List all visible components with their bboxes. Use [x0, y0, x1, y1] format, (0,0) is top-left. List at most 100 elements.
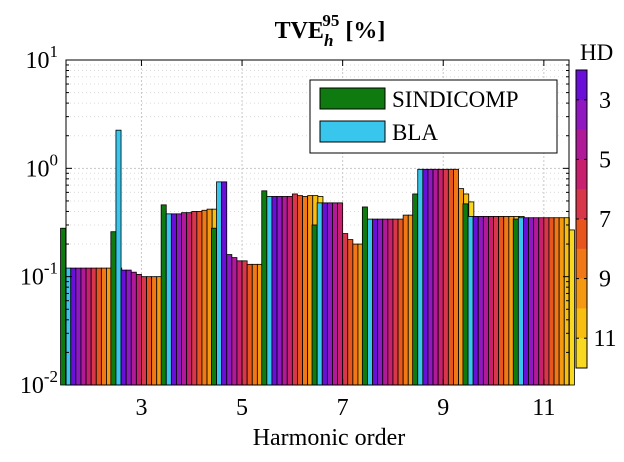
- bar-sindicomp: [462, 203, 469, 386]
- bar-hd: [281, 196, 288, 386]
- bar-bla: [316, 202, 323, 386]
- x-tick-label: 9: [437, 395, 449, 421]
- bar-hd: [297, 195, 303, 386]
- colorbar-segment: [576, 338, 587, 369]
- bar-hd: [231, 257, 238, 386]
- y-tick-label: 101: [26, 42, 59, 74]
- bar-hd: [226, 254, 233, 386]
- bar-hd: [80, 267, 87, 386]
- bar-hd: [95, 267, 102, 386]
- colorbar-segment: [576, 99, 587, 131]
- bar-hd: [352, 243, 359, 386]
- colorbar-tick-label: 5: [599, 147, 611, 173]
- bar-hd: [453, 168, 459, 386]
- hd-colorbar: 3 5 7 9 11: [575, 69, 617, 369]
- colorbar-segment: [576, 278, 587, 309]
- bar-hd: [326, 202, 333, 386]
- bar-hd: [241, 260, 248, 386]
- y-tick-label: 10-2: [20, 367, 58, 399]
- colorbar-segment: [576, 159, 587, 190]
- bar-hd: [533, 217, 540, 386]
- bar-hd: [377, 218, 384, 386]
- bar-hd: [402, 214, 409, 386]
- colorbar-tick-label: 7: [599, 207, 611, 233]
- bar-hd: [191, 211, 198, 386]
- bar-bla: [266, 196, 273, 386]
- bar-hd: [392, 218, 399, 386]
- chart-title-sup: 95: [322, 11, 339, 30]
- bar-sindicomp: [160, 204, 167, 386]
- x-axis-label: Harmonic order: [253, 425, 406, 451]
- legend-label-bla: BLA: [392, 120, 438, 145]
- bar-bla: [115, 129, 122, 386]
- bar-hd: [236, 260, 243, 386]
- bar-hd: [286, 196, 293, 386]
- bar-bla: [216, 181, 223, 386]
- bar-hd: [201, 209, 208, 386]
- bar-hd: [548, 217, 555, 386]
- bar-hd: [397, 218, 404, 386]
- bar-hd: [70, 267, 77, 386]
- bar-hd: [337, 202, 344, 386]
- bar-hd: [332, 202, 338, 386]
- bar-hd: [276, 196, 283, 386]
- bar-hd: [488, 216, 494, 386]
- colorbar-segment: [576, 308, 587, 339]
- bar-hd: [135, 273, 142, 386]
- legend-label-sindicomp: SINDICOMP: [392, 87, 519, 112]
- bar-hd: [251, 263, 258, 386]
- bar-hd: [181, 212, 188, 386]
- bar-hd: [120, 269, 127, 386]
- colorbar-segment: [576, 248, 587, 280]
- bar-hd: [437, 168, 444, 386]
- bar-sindicomp: [211, 227, 217, 386]
- colorbar-segment: [576, 129, 587, 160]
- bar-hd: [372, 218, 379, 386]
- bar-sindicomp: [110, 231, 117, 386]
- bar-hd: [75, 267, 82, 386]
- bar-sindicomp: [60, 227, 67, 386]
- bar-hd: [246, 263, 253, 386]
- bar-hd: [90, 267, 97, 386]
- bar-hd: [347, 239, 354, 386]
- legend: SINDICOMP BLA: [309, 79, 558, 154]
- bar-hd: [442, 168, 449, 386]
- colorbar-segment: [576, 70, 587, 101]
- bar-bla: [517, 217, 524, 386]
- y-tick-label: 10-1: [20, 259, 58, 291]
- bar-hd: [432, 168, 439, 386]
- bar-hd: [553, 217, 560, 386]
- bar-hd: [221, 181, 228, 386]
- legend-swatch-sindicomp: [319, 87, 386, 110]
- bar-hd: [422, 168, 429, 386]
- bar-hd: [85, 267, 92, 386]
- bar-bla: [467, 216, 474, 386]
- bar-hd: [523, 217, 529, 386]
- bar-bla: [367, 218, 373, 386]
- y-tick-label: 100: [26, 150, 59, 182]
- bar-hd: [130, 271, 137, 386]
- bar-hd: [141, 276, 147, 386]
- bar-hd: [528, 217, 535, 386]
- bar-sindicomp: [261, 190, 268, 386]
- colorbar-segment: [576, 219, 587, 250]
- bar-sindicomp: [361, 206, 368, 386]
- legend-swatch-bla: [319, 120, 386, 143]
- colorbar-tick-label: 9: [599, 267, 611, 293]
- bar-hd: [176, 213, 182, 386]
- bar-hd: [151, 276, 158, 386]
- bar-sindicomp: [512, 218, 519, 386]
- bar-hd: [447, 168, 454, 386]
- bar-hd: [342, 233, 349, 386]
- bar-hd: [100, 267, 107, 386]
- colorbar-tick-label: 11: [593, 326, 616, 352]
- bar-hd: [196, 211, 203, 386]
- axes: 10-2 10-1 100 101 3 5 7 9 11: [20, 42, 570, 421]
- chart-title: TVEh95 [%]: [275, 11, 386, 50]
- x-tick-label: 3: [135, 395, 147, 421]
- bar-bla: [165, 213, 172, 386]
- bar-hd: [543, 217, 550, 386]
- bar-hd: [493, 216, 500, 386]
